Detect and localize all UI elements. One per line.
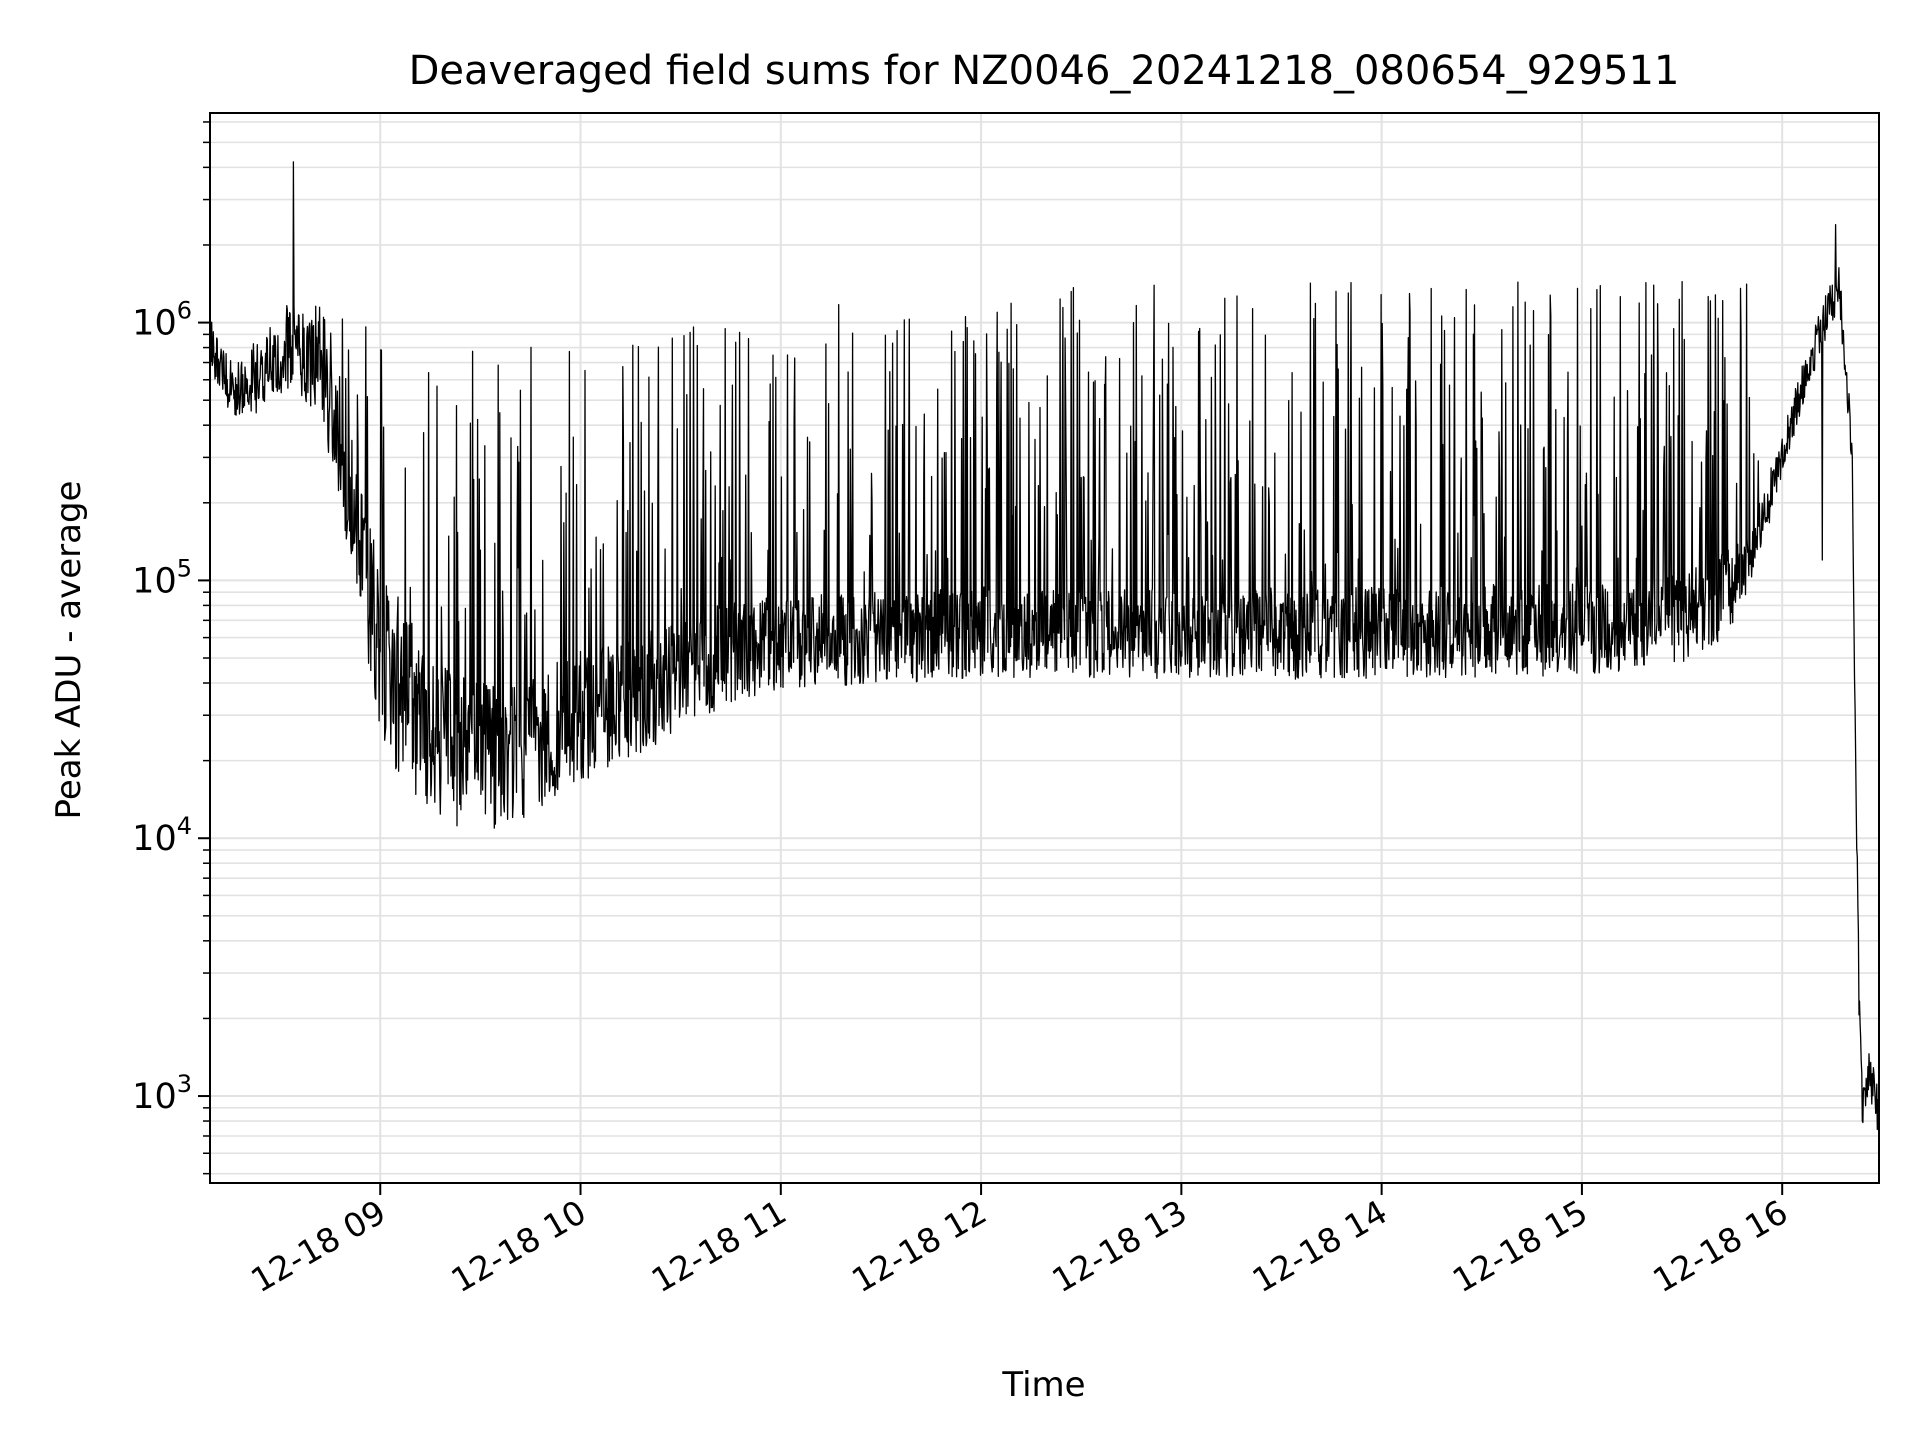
- plot-area: [209, 161, 1880, 1137]
- x-axis-label: Time: [1001, 1365, 1085, 1405]
- y-axis-label: Peak ADU - average: [49, 481, 89, 820]
- y-tick-base: 10: [132, 1077, 177, 1117]
- y-tick-exponent: 4: [177, 812, 192, 840]
- y-tick-exponent: 6: [177, 297, 192, 325]
- y-tick-exponent: 5: [177, 554, 192, 582]
- y-tick-base: 10: [132, 819, 177, 859]
- y-tick-label: 104: [132, 812, 192, 859]
- y-tick-base: 10: [132, 304, 177, 344]
- y-tick-label: 106: [132, 297, 192, 344]
- y-tick-base: 10: [132, 561, 177, 601]
- chart-title: Deaveraged field sums for NZ0046_2024121…: [409, 48, 1680, 94]
- y-tick-exponent: 3: [177, 1070, 192, 1098]
- series-line: [209, 161, 1880, 1137]
- axes-frame: [209, 112, 1880, 1184]
- y-tick-label: 103: [132, 1070, 192, 1117]
- y-tick-label: 105: [132, 554, 192, 601]
